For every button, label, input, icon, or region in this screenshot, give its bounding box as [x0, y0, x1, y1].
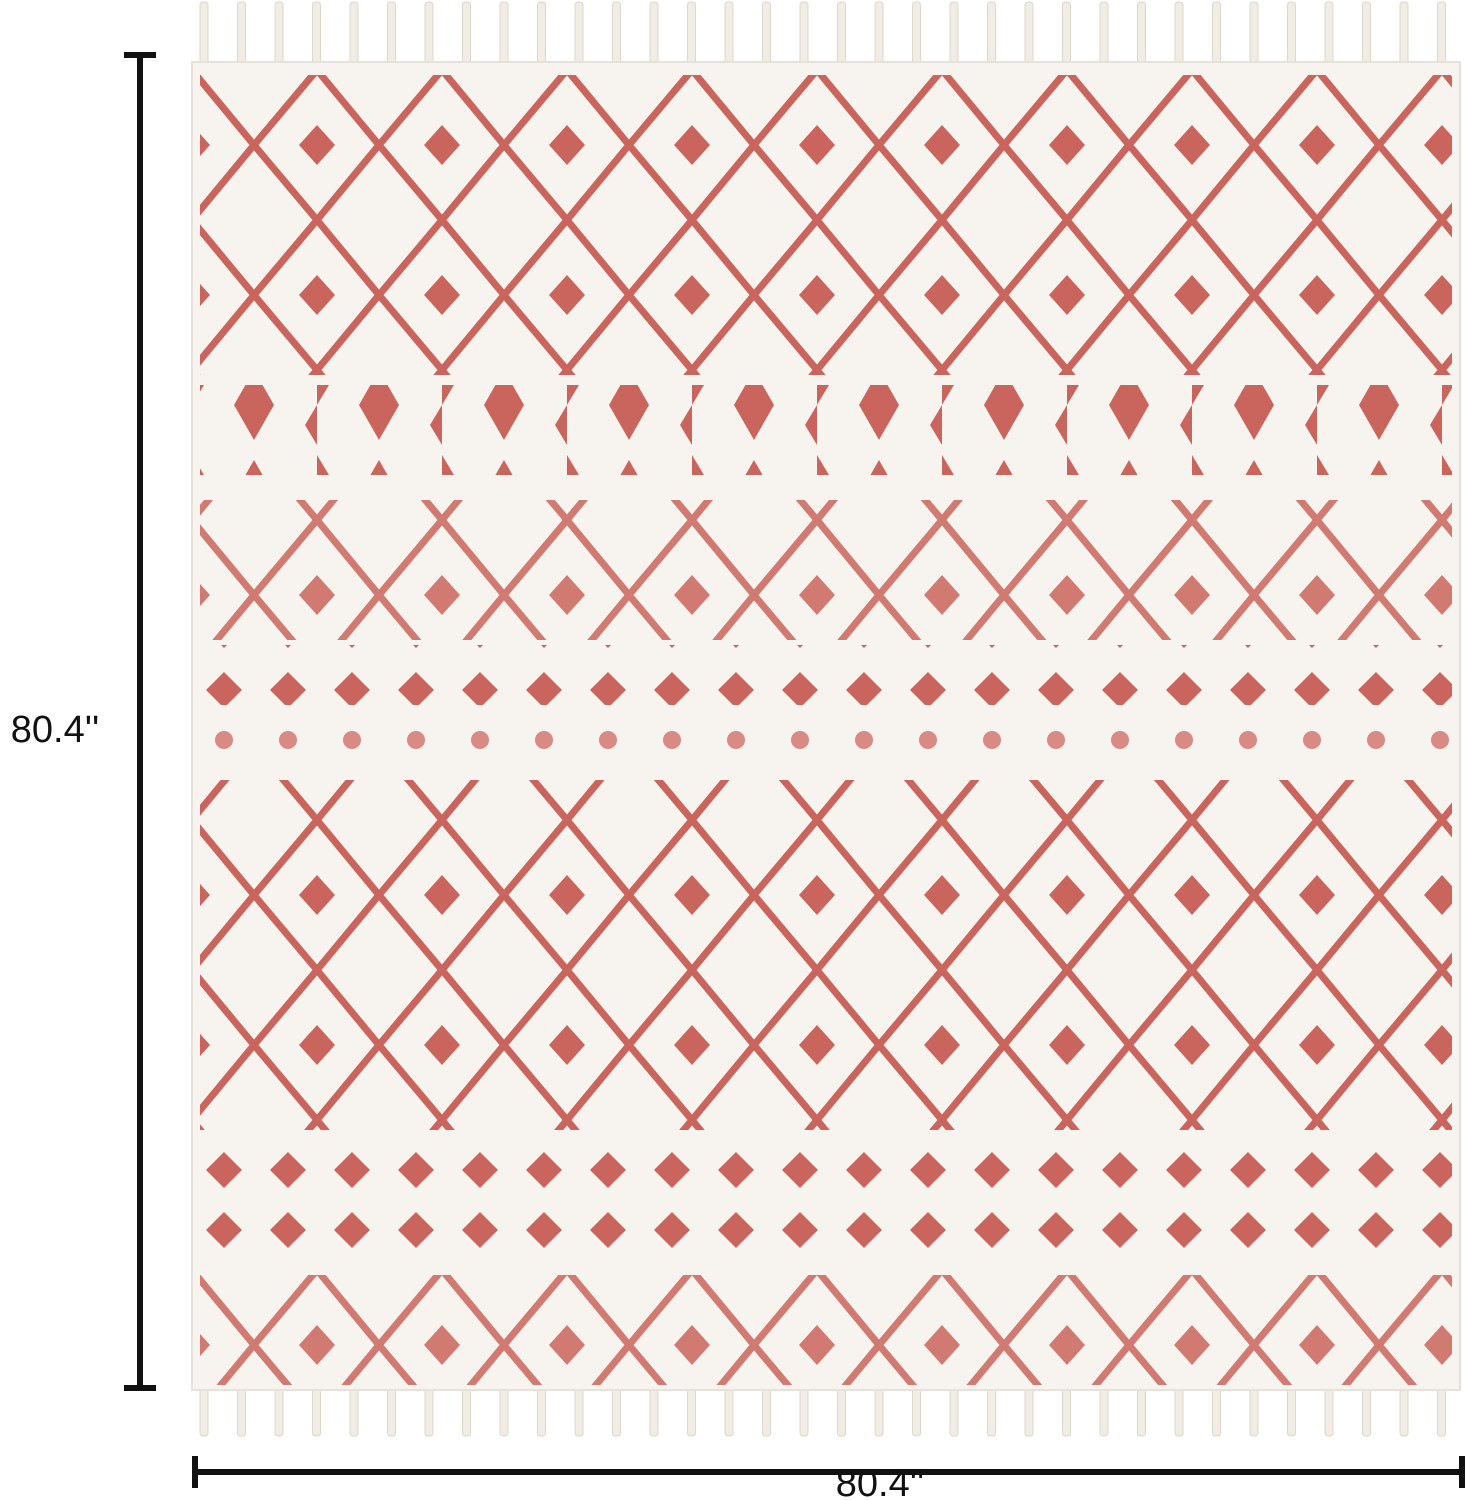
tassel: [724, 1387, 734, 1437]
dot-band: [200, 645, 1452, 705]
tassel: [1174, 1387, 1184, 1437]
tassel: [837, 1387, 846, 1437]
tassel: [799, 1387, 809, 1437]
tassel: [499, 1, 509, 65]
tassel: [1099, 1387, 1109, 1437]
tassel: [799, 1, 809, 65]
tassel: [274, 1387, 284, 1437]
lattice-band: [200, 780, 1452, 1130]
width-dimension: 80.4'': [192, 1456, 1465, 1500]
tassel: [424, 1387, 434, 1437]
tassel: [1399, 1, 1409, 65]
height-label: 80.4'': [11, 709, 99, 751]
tassel: [1287, 1387, 1296, 1437]
tassel: [274, 1, 284, 65]
tassel: [912, 1387, 921, 1437]
tassel: [1249, 1387, 1259, 1437]
tassel: [574, 1387, 584, 1437]
tassel: [612, 1387, 621, 1437]
tassel: [1137, 1, 1146, 65]
tassel: [1287, 1, 1296, 65]
tassel: [1024, 1, 1034, 65]
tassel: [1437, 1387, 1446, 1437]
tassel: [574, 1, 584, 65]
tassel: [1212, 1, 1221, 65]
tassel: [462, 1387, 471, 1437]
lattice-band: [200, 75, 1452, 375]
height-dimension: 80.4'': [11, 52, 156, 1391]
lattice-band: [200, 1275, 1452, 1385]
tassel: [649, 1387, 659, 1437]
tassel: [1024, 1387, 1034, 1437]
tassel: [949, 1387, 959, 1437]
tassel: [537, 1, 546, 65]
tassel: [762, 1, 771, 65]
tassel: [912, 1, 921, 65]
small-dot-band: [200, 725, 1452, 765]
tassel: [349, 1387, 359, 1437]
tassel: [199, 1, 209, 65]
tassel: [349, 1, 359, 65]
tassel: [1212, 1387, 1221, 1437]
tassel: [1062, 1, 1071, 65]
tassel: [1362, 1387, 1371, 1437]
spindle-band: [200, 385, 1452, 475]
tassel: [1324, 1, 1334, 65]
tassel: [1399, 1387, 1409, 1437]
tassel: [724, 1, 734, 65]
tassel: [649, 1, 659, 65]
tassel: [237, 1387, 246, 1437]
tassel: [1324, 1387, 1334, 1437]
tassel: [1174, 1, 1184, 65]
tassel: [949, 1, 959, 65]
tassel: [874, 1387, 884, 1437]
tassel: [837, 1, 846, 65]
tassel: [312, 1, 321, 65]
tassel: [387, 1387, 396, 1437]
tassel: [1362, 1, 1371, 65]
tassel: [987, 1387, 996, 1437]
tassel: [1437, 1, 1446, 65]
tassels: [199, 1, 1446, 1437]
tassel: [874, 1, 884, 65]
tassel: [312, 1387, 321, 1437]
tassel: [537, 1387, 546, 1437]
tassel: [987, 1, 996, 65]
tassel: [199, 1387, 209, 1437]
dot-band: [200, 1150, 1452, 1270]
tassel: [612, 1, 621, 65]
tassel: [687, 1387, 696, 1437]
tassel: [462, 1, 471, 65]
tassel: [1249, 1, 1259, 65]
tassel: [237, 1, 246, 65]
tassel: [499, 1387, 509, 1437]
tassel: [1099, 1, 1109, 65]
tassel: [1062, 1387, 1071, 1437]
tassel: [424, 1, 434, 65]
width-label: 80.4'': [836, 1463, 924, 1500]
tassel: [687, 1, 696, 65]
tassel: [762, 1387, 771, 1437]
lattice-band: [200, 500, 1452, 640]
tassel: [387, 1, 396, 65]
tassel: [1137, 1387, 1146, 1437]
